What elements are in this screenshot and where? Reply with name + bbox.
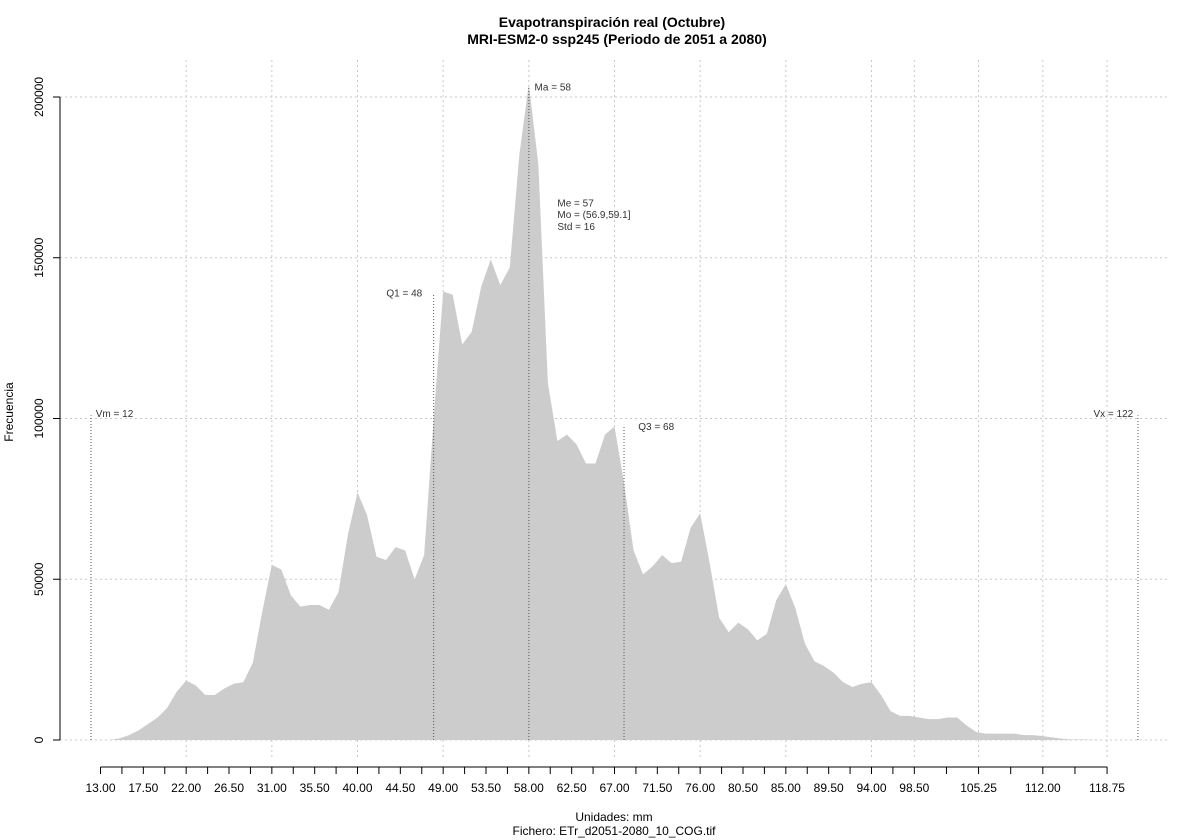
x-tick-label: 53.50 <box>471 781 501 795</box>
x-tick-label: 98.50 <box>899 781 929 795</box>
chart-subtitle: MRI-ESM2-0 ssp245 (Periodo de 2051 a 208… <box>467 31 767 47</box>
x-tick-label: 62.50 <box>557 781 587 795</box>
frequency-area <box>100 84 1119 740</box>
x-tick-label: 71.50 <box>642 781 672 795</box>
stat-annotation: Vm = 12 <box>96 409 134 420</box>
stat-annotation: Mo = (56.9,59.1] <box>557 210 630 221</box>
stat-annotation: Std = 16 <box>557 222 595 233</box>
axes: 0 50000 100000 150000 200000 13.00 17.50 22.00 2… <box>32 77 1125 795</box>
x-tick-label: 31.00 <box>257 781 287 795</box>
x-tick-label: 13.00 <box>86 781 116 795</box>
x-tick-label: 58.00 <box>514 781 544 795</box>
x-axis-title: Unidades: mm <box>575 810 652 824</box>
x-tick-label: 89.50 <box>814 781 844 795</box>
y-tick-label: 50000 <box>32 562 46 596</box>
stat-annotation: Q1 = 48 <box>386 288 422 299</box>
grid-layer <box>60 60 1170 760</box>
x-tick-label: 17.50 <box>128 781 158 795</box>
stat-annotation: Ma = 58 <box>535 83 572 94</box>
x-tick-label: 85.00 <box>771 781 801 795</box>
x-tick-label: 35.50 <box>300 781 330 795</box>
chart-title: Evapotranspiración real (Octubre) <box>499 14 725 30</box>
y-axis-title: Frecuencia <box>2 382 16 442</box>
x-tick-label: 112.00 <box>1025 781 1061 795</box>
x-tick-label: 76.00 <box>685 781 715 795</box>
x-tick-label: 49.00 <box>428 781 458 795</box>
x-tick-label: 44.50 <box>385 781 415 795</box>
x-tick-label: 105.25 <box>960 781 997 795</box>
x-tick-label: 94.00 <box>856 781 886 795</box>
stat-annotation: Vx = 122 <box>1093 409 1133 420</box>
x-tick-label: 118.75 <box>1089 781 1125 795</box>
x-axis-caption: Fichero: ETr_d2051-2080_10_COG.tif <box>513 824 717 838</box>
x-tick-label: 22.00 <box>171 781 201 795</box>
y-tick-label: 150000 <box>32 237 46 277</box>
stat-annotation: Me = 57 <box>557 198 594 209</box>
x-tick-label: 40.00 <box>342 781 372 795</box>
y-tick-label: 100000 <box>32 398 46 438</box>
stat-annotation: Q3 = 68 <box>638 422 674 433</box>
x-tick-label: 67.00 <box>599 781 629 795</box>
x-tick-label: 80.50 <box>728 781 758 795</box>
y-tick-label: 0 <box>32 736 46 743</box>
x-tick-label: 26.50 <box>214 781 244 795</box>
stat-lines <box>90 87 1139 740</box>
y-tick-label: 200000 <box>32 77 46 117</box>
area-layer <box>100 84 1119 740</box>
